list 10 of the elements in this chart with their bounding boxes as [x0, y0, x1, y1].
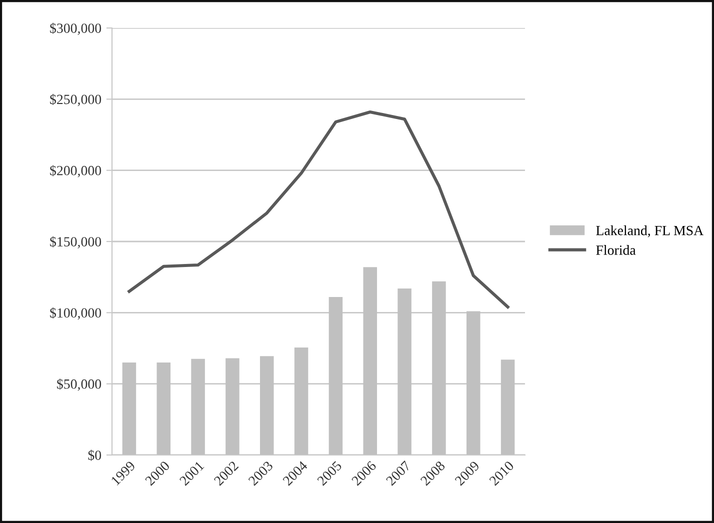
y-tick-label: $0 [88, 450, 102, 461]
legend-label: Florida [596, 245, 636, 255]
y-tick-label: $200,000 [50, 165, 102, 178]
y-tick-label: $300,000 [50, 22, 102, 35]
y-tick-label: $100,000 [50, 307, 102, 320]
y-tick-label: $250,000 [50, 94, 102, 106]
y-tick-label: $150,000 [50, 236, 102, 248]
legend-label: Lakeland, FL MSA [596, 225, 704, 238]
line-series [128, 110, 510, 309]
y-tick-label: $50,000 [57, 378, 102, 391]
